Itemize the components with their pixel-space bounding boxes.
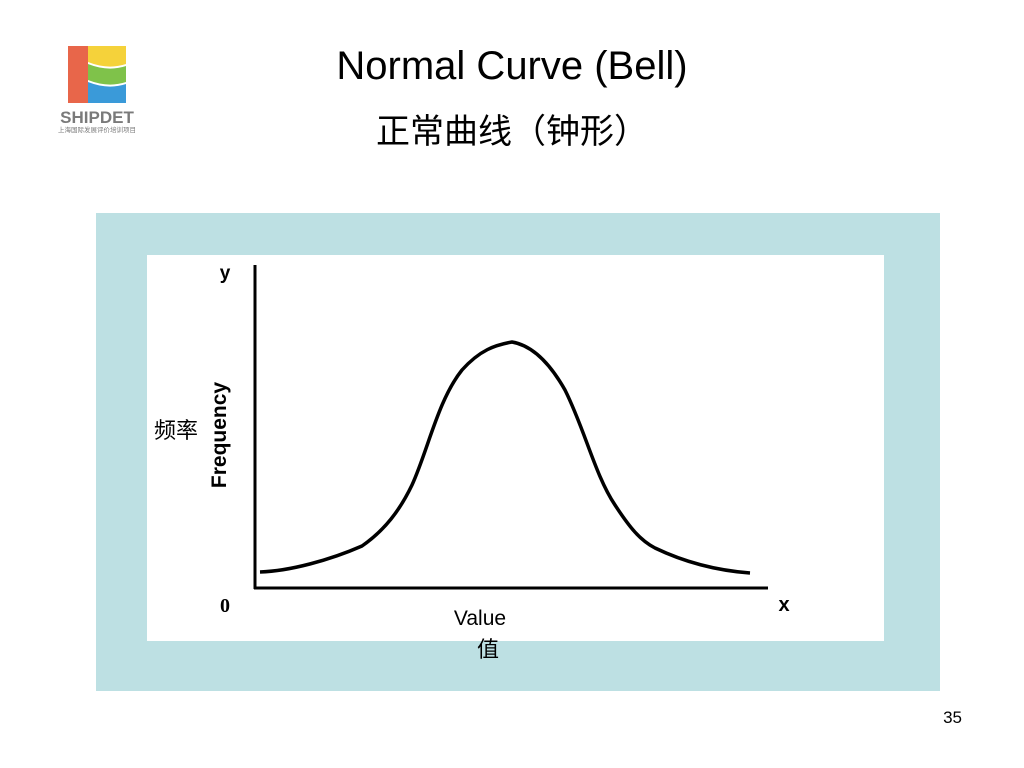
y-axis-name-cn: 频率 [154,418,198,443]
logo-caption: 上海国际发展评价培训项目 [58,125,136,134]
logo-band [88,46,126,67]
logo: SHIPDET 上海国际发展评价培训项目 [58,46,136,134]
origin-label: 0 [220,595,230,617]
x-axis-name-cn: 值 [477,637,499,662]
logo-name: SHIPDET [60,108,134,127]
x-axis-label: x [778,594,789,616]
logo-bar [68,46,88,103]
title: Normal Curve (Bell) [336,44,688,88]
y-axis-label: y [220,263,231,284]
bell-curve [259,340,751,575]
subtitle: 正常曲线（钟形） [376,112,648,152]
logo-band [88,64,126,85]
y-axis-name: Frequency [208,382,231,489]
page-number: 35 [943,708,962,727]
x-axis-name: Value [454,607,506,630]
logo-band [88,82,126,103]
panel [147,255,884,641]
